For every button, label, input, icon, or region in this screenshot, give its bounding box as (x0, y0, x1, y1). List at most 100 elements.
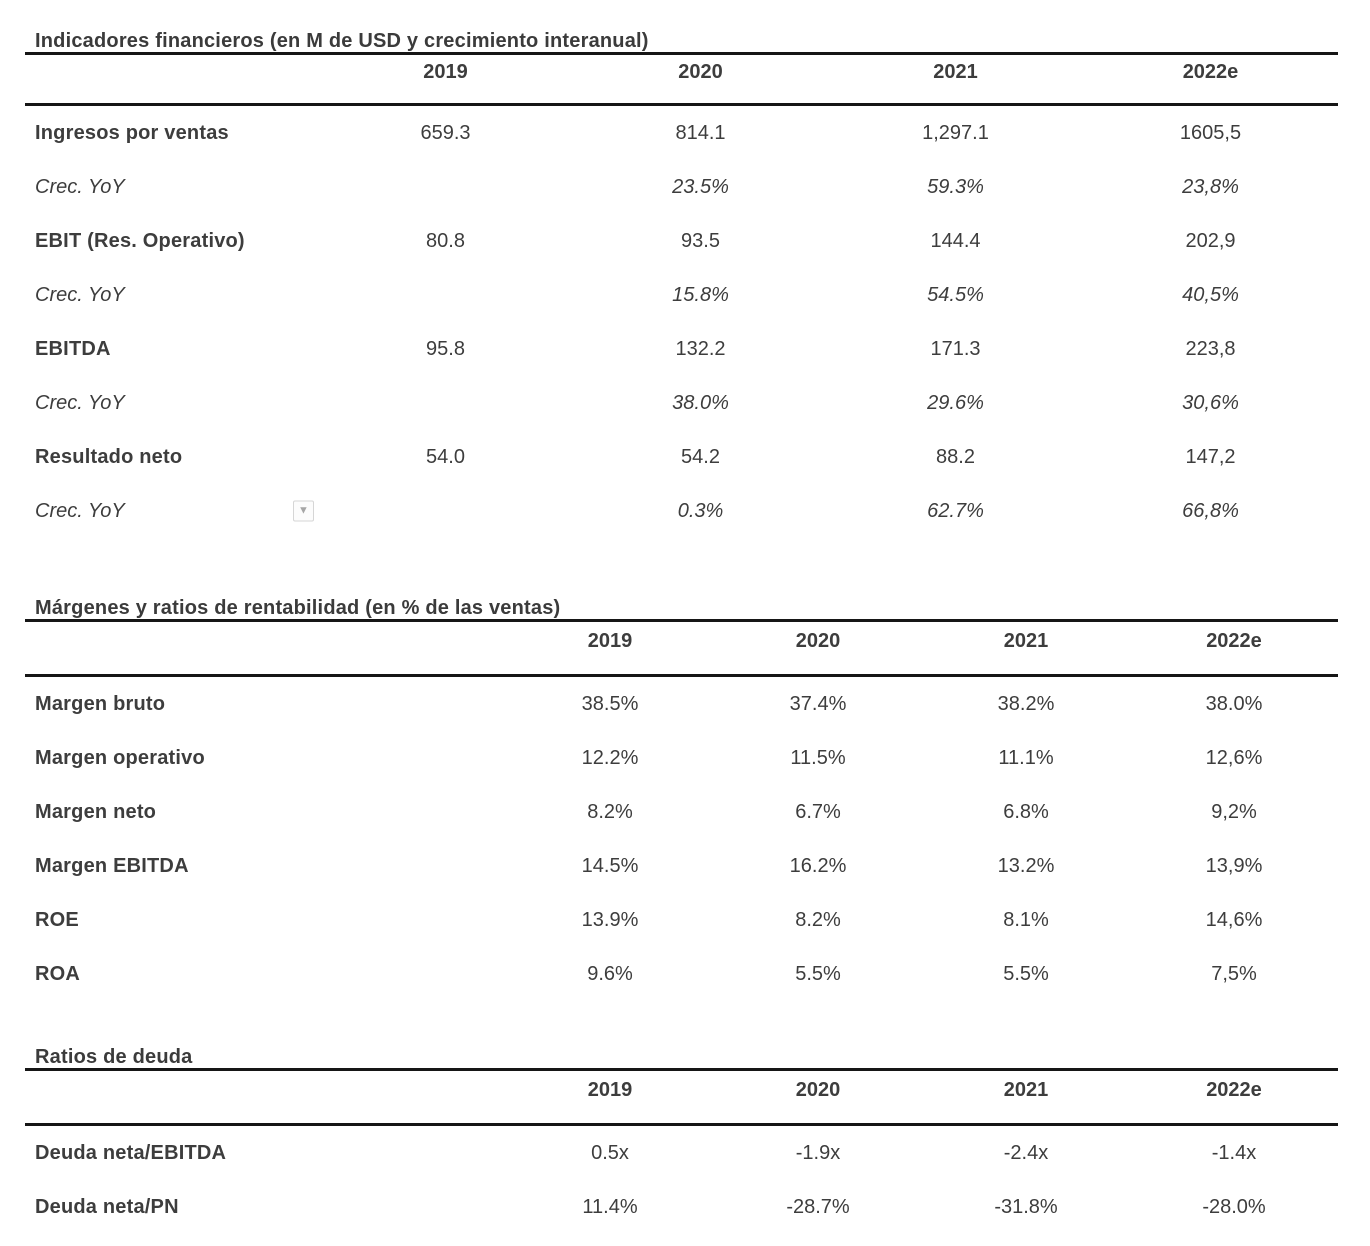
row-label-cell: Resultado neto (25, 446, 318, 469)
cell-value: 62.7% (927, 499, 984, 522)
table-row: ROA 9.6% 5.5% 5.5% 7,5% (25, 947, 1338, 1001)
row-label: Crec. YoY (35, 283, 125, 306)
row-label-cell: EBITDA (25, 338, 318, 361)
cell-value: 814.1 (675, 121, 726, 144)
cell-value: 171.3 (930, 337, 981, 360)
cell-value: 59.3% (927, 175, 984, 198)
cell-value: 144.4 (930, 229, 981, 252)
cell-value: 54.5% (927, 283, 984, 306)
cell-value: 13.2% (997, 854, 1055, 877)
cell-value: 40,5% (1182, 283, 1239, 306)
row-label-cell: Margen bruto (25, 693, 506, 716)
row-label-cell: Margen operativo (25, 747, 506, 770)
cell-value: 11.4% (582, 1195, 638, 1218)
row-label-cell: Deuda neta/EBITDA (25, 1142, 506, 1165)
row-label: Margen bruto (35, 692, 166, 715)
cell-value: 9.6% (587, 962, 633, 985)
row-label-cell: ROE (25, 909, 506, 932)
cell-value: 8.1% (1003, 908, 1049, 931)
row-label: ROA (35, 962, 81, 985)
cell-value: 95.8 (426, 337, 465, 360)
table-margenes: Márgenes y ratios de rentabilidad (en % … (25, 597, 1338, 1001)
row-label-cell: Margen EBITDA (25, 855, 506, 878)
table-row: Margen operativo 12.2% 11.5% 11.1% 12,6% (25, 731, 1338, 785)
cell-value: 38.5% (581, 692, 639, 715)
cell-value: 38.0% (1205, 692, 1263, 715)
row-label: ROE (35, 908, 79, 931)
table-row: EBITDA 95.8 132.2 171.3 223,8 (25, 322, 1338, 376)
table-row: Resultado neto 54.0 54.2 88.2 147,2 (25, 430, 1338, 484)
table-row: Crec. YoY 38.0% 29.6% 30,6% (25, 376, 1338, 430)
cell-value: -28.0% (1202, 1195, 1266, 1218)
row-label: EBIT (Res. Operativo) (35, 229, 245, 252)
row-label-cell: Margen neto (25, 801, 506, 824)
column-header-2020: 2020 (678, 61, 723, 83)
table-row: Margen EBITDA 14.5% 16.2% 13.2% 13,9% (25, 839, 1338, 893)
cell-value: 1,297.1 (922, 121, 989, 144)
cell-value: 8.2% (795, 908, 841, 931)
cell-value: 29.6% (927, 391, 984, 414)
column-header-2021: 2021 (1003, 1079, 1049, 1101)
cell-value: 11.5% (790, 746, 846, 769)
cell-value: 14.5% (581, 854, 639, 877)
row-label: Margen neto (35, 800, 157, 823)
row-label-cell: Crec. YoY (25, 176, 318, 199)
column-header-2021: 2021 (933, 61, 978, 83)
column-header-2019: 2019 (423, 61, 468, 83)
cell-value: 13,9% (1205, 854, 1263, 877)
row-label: EBITDA (35, 337, 111, 360)
cell-value: -1.4x (1211, 1141, 1257, 1164)
cell-value: 80.8 (426, 229, 465, 252)
cell-value: 9,2% (1211, 800, 1257, 823)
cell-value: 5.5% (795, 962, 841, 985)
row-label-cell: ROA (25, 963, 506, 986)
cell-value: 54.2 (681, 445, 720, 468)
dropdown-button[interactable]: ▼ (293, 500, 314, 522)
cell-value: 11.1% (998, 746, 1054, 769)
row-label: Ingresos por ventas (35, 121, 229, 144)
row-label-cell: Ingresos por ventas (25, 122, 318, 145)
cell-value: -31.8% (994, 1195, 1058, 1218)
cell-value: 12.2% (581, 746, 639, 769)
cell-value: 37.4% (789, 692, 847, 715)
column-header-2019: 2019 (587, 630, 633, 652)
cell-value: 5.5% (1003, 962, 1049, 985)
cell-value: 13.9% (581, 908, 639, 931)
table-row: EBIT (Res. Operativo) 80.8 93.5 144.4 202,9 (25, 214, 1338, 268)
year-header-row: 2019 2020 2021 2022e (25, 55, 1338, 106)
cell-value: 0.3% (677, 499, 724, 522)
cell-value: 8.2% (587, 800, 633, 823)
table-row: Ingresos por ventas 659.3 814.1 1,297.1 1605… (25, 106, 1338, 160)
cell-value: 147,2 (1185, 445, 1236, 468)
table-row: Deuda neta/EBITDA 0.5x -1.9x -2.4x -1.4x (25, 1126, 1338, 1180)
column-header-2020: 2020 (795, 1079, 841, 1101)
cell-value: 15.8% (672, 283, 729, 306)
row-label: Crec. YoY (35, 391, 125, 414)
column-header-2022e: 2022e (1182, 61, 1239, 83)
cell-value: 132.2 (675, 337, 726, 360)
table-row: Crec. YoY 23.5% 59.3% 23,8% (25, 160, 1338, 214)
cell-value: 202,9 (1185, 229, 1236, 252)
cell-value: 0.5x (591, 1141, 629, 1164)
table-title: Márgenes y ratios de rentabilidad (en % … (25, 597, 1338, 622)
cell-value: 12,6% (1205, 746, 1263, 769)
column-header-2019: 2019 (587, 1079, 633, 1101)
row-label: Deuda neta/EBITDA (35, 1141, 227, 1164)
year-header-row: 2019 2020 2021 2022e (25, 622, 1338, 677)
cell-value: -2.4x (1003, 1141, 1049, 1164)
caret-down-icon: ▼ (298, 504, 309, 517)
cell-value: 6.7% (795, 800, 841, 823)
table-indicadores: Indicadores financieros (en M de USD y c… (25, 30, 1338, 538)
cell-value: 6.8% (1003, 800, 1049, 823)
row-label-cell: Crec. YoY (25, 392, 318, 415)
row-label: Crec. YoY (35, 499, 125, 522)
row-label-cell: Crec. YoY (25, 284, 318, 307)
row-label: Resultado neto (35, 445, 183, 468)
year-header-row: 2019 2020 2021 2022e (25, 1071, 1338, 1126)
row-label: Crec. YoY (35, 175, 125, 198)
row-label: Deuda neta/PN (35, 1195, 179, 1218)
table-title: Ratios de deuda (25, 1046, 1338, 1071)
cell-value: 93.5 (681, 229, 720, 252)
cell-value: 23.5% (672, 175, 729, 198)
